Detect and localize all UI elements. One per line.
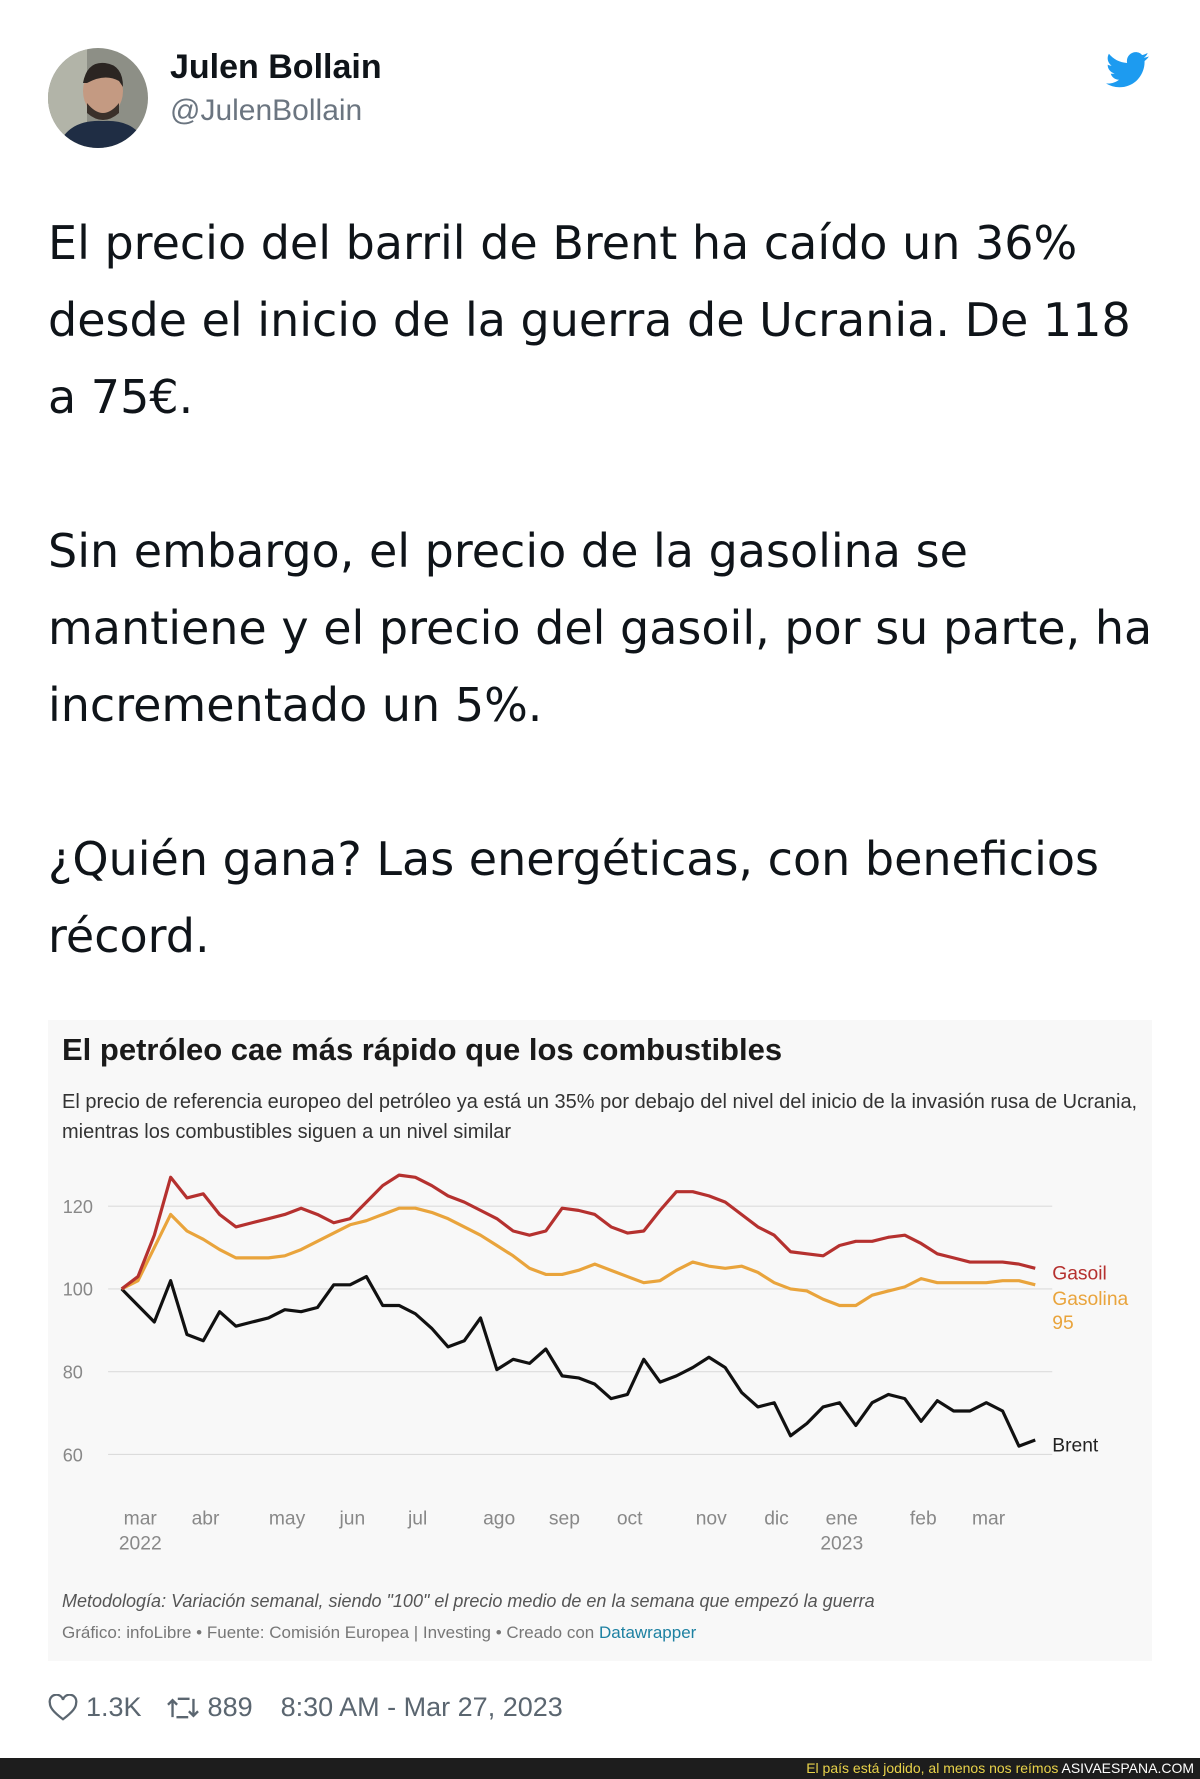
x-tick-label: abr: [192, 1509, 220, 1530]
avatar[interactable]: [47, 47, 149, 149]
y-tick-label: 120: [63, 1197, 93, 1217]
footer-site[interactable]: ASIVAESPANA.COM: [1061, 1760, 1194, 1776]
paragraph: ¿Quién gana? Las energéticas, con benefi…: [48, 832, 1099, 963]
credit-link[interactable]: Datawrapper: [599, 1623, 697, 1642]
chart-image[interactable]: 60 80 100 120 mar 2022 abr may jun jul ago sep oct no…: [48, 1020, 1152, 1661]
x-tick-label: ago: [483, 1509, 515, 1530]
site-footer: El país está jodido, al menos nos reímos…: [0, 1758, 1200, 1779]
retweet-count: 889: [207, 1692, 253, 1722]
y-tick-label: 60: [63, 1445, 83, 1465]
y-tick-label: 100: [63, 1280, 93, 1300]
paragraph: Sin embargo, el precio de la gasolina se…: [48, 524, 1153, 732]
x-tick-label: nov: [696, 1509, 727, 1530]
chart-credit: Gráfico: infoLibre • Fuente: Comisión Eu…: [62, 1623, 696, 1643]
x-tick-label: jun: [338, 1509, 365, 1530]
tweet-text: El precio del barril de Brent ha caído u…: [48, 205, 1158, 1052]
x-tick-label: may: [269, 1509, 306, 1530]
chart-note: Metodología: Variación semanal, siendo "…: [62, 1591, 875, 1611]
tweet-stats: 1.3K 889 8:30 AM - Mar 27, 2023: [48, 1692, 563, 1723]
x-tick-label: sep: [549, 1509, 580, 1530]
x-tick-label: feb: [910, 1509, 937, 1530]
series-label: Brent: [1052, 1435, 1099, 1456]
line: [120, 1173, 1036, 1291]
paragraph: El precio del barril de Brent ha caído u…: [48, 216, 1131, 424]
x-tick-label: dic: [764, 1509, 789, 1530]
chart-subtitle: El precio de referencia europeo del petr…: [62, 1091, 1138, 1143]
series-label: Gasolina 95: [1052, 1289, 1128, 1334]
retweet-icon[interactable]: [166, 1694, 200, 1722]
x-tick-label: mar 2022: [119, 1509, 162, 1555]
timestamp[interactable]: 8:30 AM - Mar 27, 2023: [280, 1692, 563, 1722]
twitter-logo[interactable]: [1106, 52, 1150, 88]
chart: 60 80 100 120 mar 2022 abr may jun jul ago sep oct no…: [63, 1173, 1129, 1555]
line: [120, 1274, 1036, 1448]
x-tick-label: jul: [407, 1509, 427, 1530]
y-tick-label: 80: [63, 1363, 83, 1383]
credit-text: Gráfico: infoLibre • Fuente: Comisión Eu…: [62, 1623, 595, 1642]
like-count: 1.3K: [86, 1692, 142, 1722]
chart-title: El petróleo cae más rápido que los combu…: [62, 1032, 783, 1067]
author-name[interactable]: Julen Bollain: [170, 48, 382, 86]
x-tick-label: oct: [617, 1509, 643, 1530]
like-icon[interactable]: [48, 1693, 78, 1722]
line: [120, 1206, 1036, 1308]
x-tick-label: mar: [972, 1509, 1006, 1530]
footer-slogan: El país está jodido, al menos nos reímos: [806, 1760, 1059, 1776]
author-handle[interactable]: @JulenBollain: [170, 94, 363, 127]
x-tick-label: ene 2023: [820, 1509, 863, 1555]
series-label: Gasoil: [1052, 1264, 1107, 1285]
